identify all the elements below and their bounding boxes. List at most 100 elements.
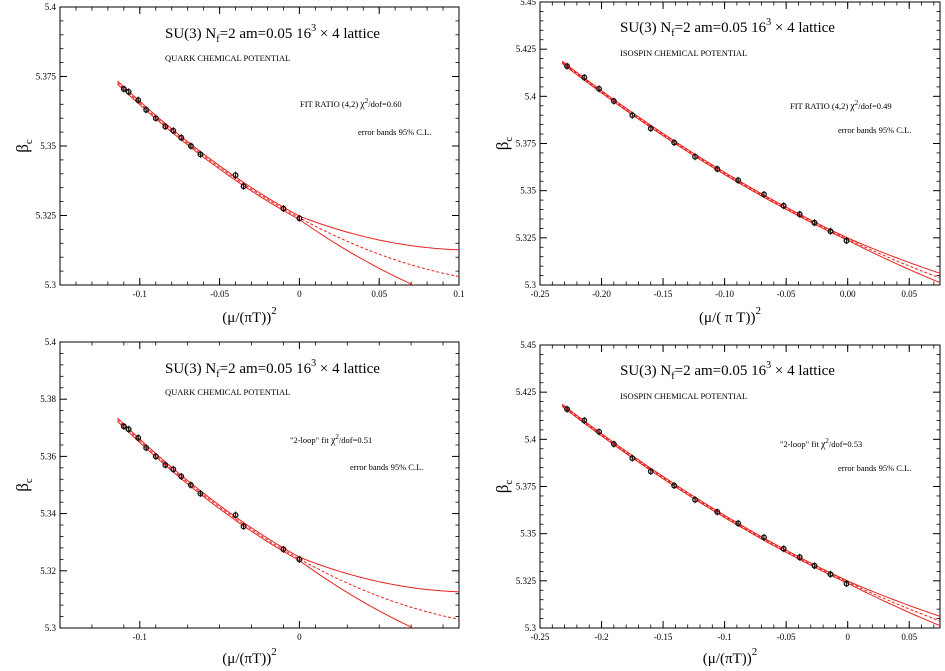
y-tick-label: 5.35 [40, 141, 56, 151]
data-point [296, 215, 303, 222]
fit-central-line [561, 61, 940, 279]
data-point [187, 482, 194, 488]
data-point [197, 490, 204, 497]
y-tick-label: 5.375 [36, 72, 57, 82]
x-tick-label: -0.2 [594, 632, 608, 642]
error-band-label: error bands 95% C.L. [838, 125, 911, 135]
y-tick-label: 5.325 [516, 233, 537, 243]
fit-lower-band [561, 63, 940, 284]
x-axis-label: (μ/(πT))2 [703, 646, 757, 667]
plot-frame [59, 341, 460, 629]
fit-band [561, 60, 940, 284]
x-tick-label: 0.05 [901, 632, 917, 642]
data-point [120, 86, 127, 92]
error-band-label: error bands 95% C.L. [358, 127, 431, 137]
y-tick-label: 5.425 [516, 44, 537, 54]
data-point [280, 205, 287, 212]
data-point [170, 466, 177, 473]
fit-central-line [561, 404, 940, 622]
data-point [152, 115, 159, 122]
chart-subtitle: QUARK CHEMICAL POTENTIAL [165, 53, 290, 63]
chart-subtitle: ISOSPIN CHEMICAL POTENTIAL [620, 48, 747, 58]
data-point [240, 523, 247, 530]
y-tick-label: 5.45 [520, 0, 536, 7]
x-tick-label: -0.05 [777, 632, 796, 642]
y-tick-label: 5.3 [45, 280, 57, 290]
y-tick-label: 5.35 [520, 529, 536, 539]
fit-lower-band [117, 83, 415, 285]
data-point [232, 512, 239, 518]
fit-label: "2-loop" fit χ2/dof=0.53 [780, 437, 862, 450]
chart-panel-3: 5.3 5.32 5.34 5.36 5.38 5.4 -0.1 0 SU(3) Nf=2 am… [13, 337, 460, 667]
y-tick-label: 5.3 [525, 623, 537, 633]
fit-central-line [117, 419, 459, 620]
data-point [564, 63, 571, 70]
y-tick-label: 5.325 [516, 576, 537, 586]
x-tick-label: -0.15 [654, 289, 673, 299]
chart-title: SU(3) Nf=2 am=0.05 163 × 4 lattice [165, 358, 380, 380]
y-axis-label: βc [13, 139, 35, 153]
data-point [178, 134, 185, 141]
data-point [564, 406, 571, 413]
y-tick-label: 5.3 [525, 280, 537, 290]
y-tick-label: 5.45 [520, 340, 536, 350]
data-point [629, 112, 636, 119]
data-point [120, 423, 127, 430]
x-axis-label: (μ/( π T))2 [699, 305, 761, 326]
y-tick-label: 5.425 [516, 387, 537, 397]
data-point [581, 417, 588, 424]
data-point [671, 482, 678, 489]
y-tick-label: 5.4 [525, 91, 537, 101]
data-point [232, 172, 239, 179]
data-point [735, 177, 742, 184]
data-point [796, 211, 803, 218]
data-point [843, 237, 850, 244]
y-tick-label: 5.4 [525, 434, 537, 444]
chart-subtitle: QUARK CHEMICAL POTENTIAL [165, 387, 290, 397]
y-axis-label: βc [493, 137, 515, 151]
error-band-label: error bands 95% C.L. [838, 463, 911, 473]
data-point [692, 496, 699, 503]
x-tick-label: 0.05 [371, 289, 387, 299]
data-point [280, 546, 287, 553]
chart-panel-4: 5.3 5.325 5.35 5.375 5.4 5.425 5.45 -0.25 -0.2 -0… [493, 340, 941, 667]
data-point [610, 441, 617, 447]
x-tick-label: 0.05 [901, 289, 917, 299]
y-tick-label: 5.3 [45, 623, 57, 633]
y-tick-label: 5.4 [45, 337, 57, 347]
data-point [796, 554, 803, 561]
error-band-label: error bands 95% C.L. [350, 462, 423, 472]
data-point [125, 88, 132, 95]
x-tick-label: -0.10 [715, 289, 734, 299]
x-tick-label: 0 [297, 289, 302, 299]
fit-band [117, 80, 459, 285]
data-point [714, 509, 721, 515]
x-tick-label: -0.1 [133, 632, 147, 642]
y-tick-label: 5.375 [516, 482, 537, 492]
data-point [780, 545, 787, 552]
x-tick-label: -0.25 [531, 632, 550, 642]
data-point [178, 473, 185, 480]
fit-band [561, 403, 940, 627]
fit-upper-band [561, 60, 940, 274]
chart-subtitle: ISOSPIN CHEMICAL POTENTIAL [620, 391, 747, 401]
data-point [647, 468, 654, 475]
data-point [629, 455, 636, 462]
data-point [761, 534, 767, 541]
fit-label: FIT RATIO (4,2) χ2/dof=0.49 [790, 99, 892, 112]
chart-panel-1: 5.3 5.325 5.35 5.375 5.4 -0.1 -0.05 0 0.05 0.1 SU(… [13, 2, 465, 326]
data-point [714, 166, 721, 172]
fit-upper-band [117, 80, 459, 251]
y-tick-label: 5.32 [40, 566, 56, 576]
data-point [843, 580, 850, 587]
x-axis-label: (μ/(πT))2 [222, 646, 276, 667]
x-tick-label: -0.15 [654, 632, 673, 642]
data-point [671, 139, 678, 146]
data-point [735, 520, 742, 527]
fit-upper-band [117, 417, 459, 593]
y-axis-label: βc [493, 480, 515, 494]
data-point [827, 228, 834, 235]
fit-lower-band [561, 406, 940, 627]
fit-band [117, 417, 459, 628]
